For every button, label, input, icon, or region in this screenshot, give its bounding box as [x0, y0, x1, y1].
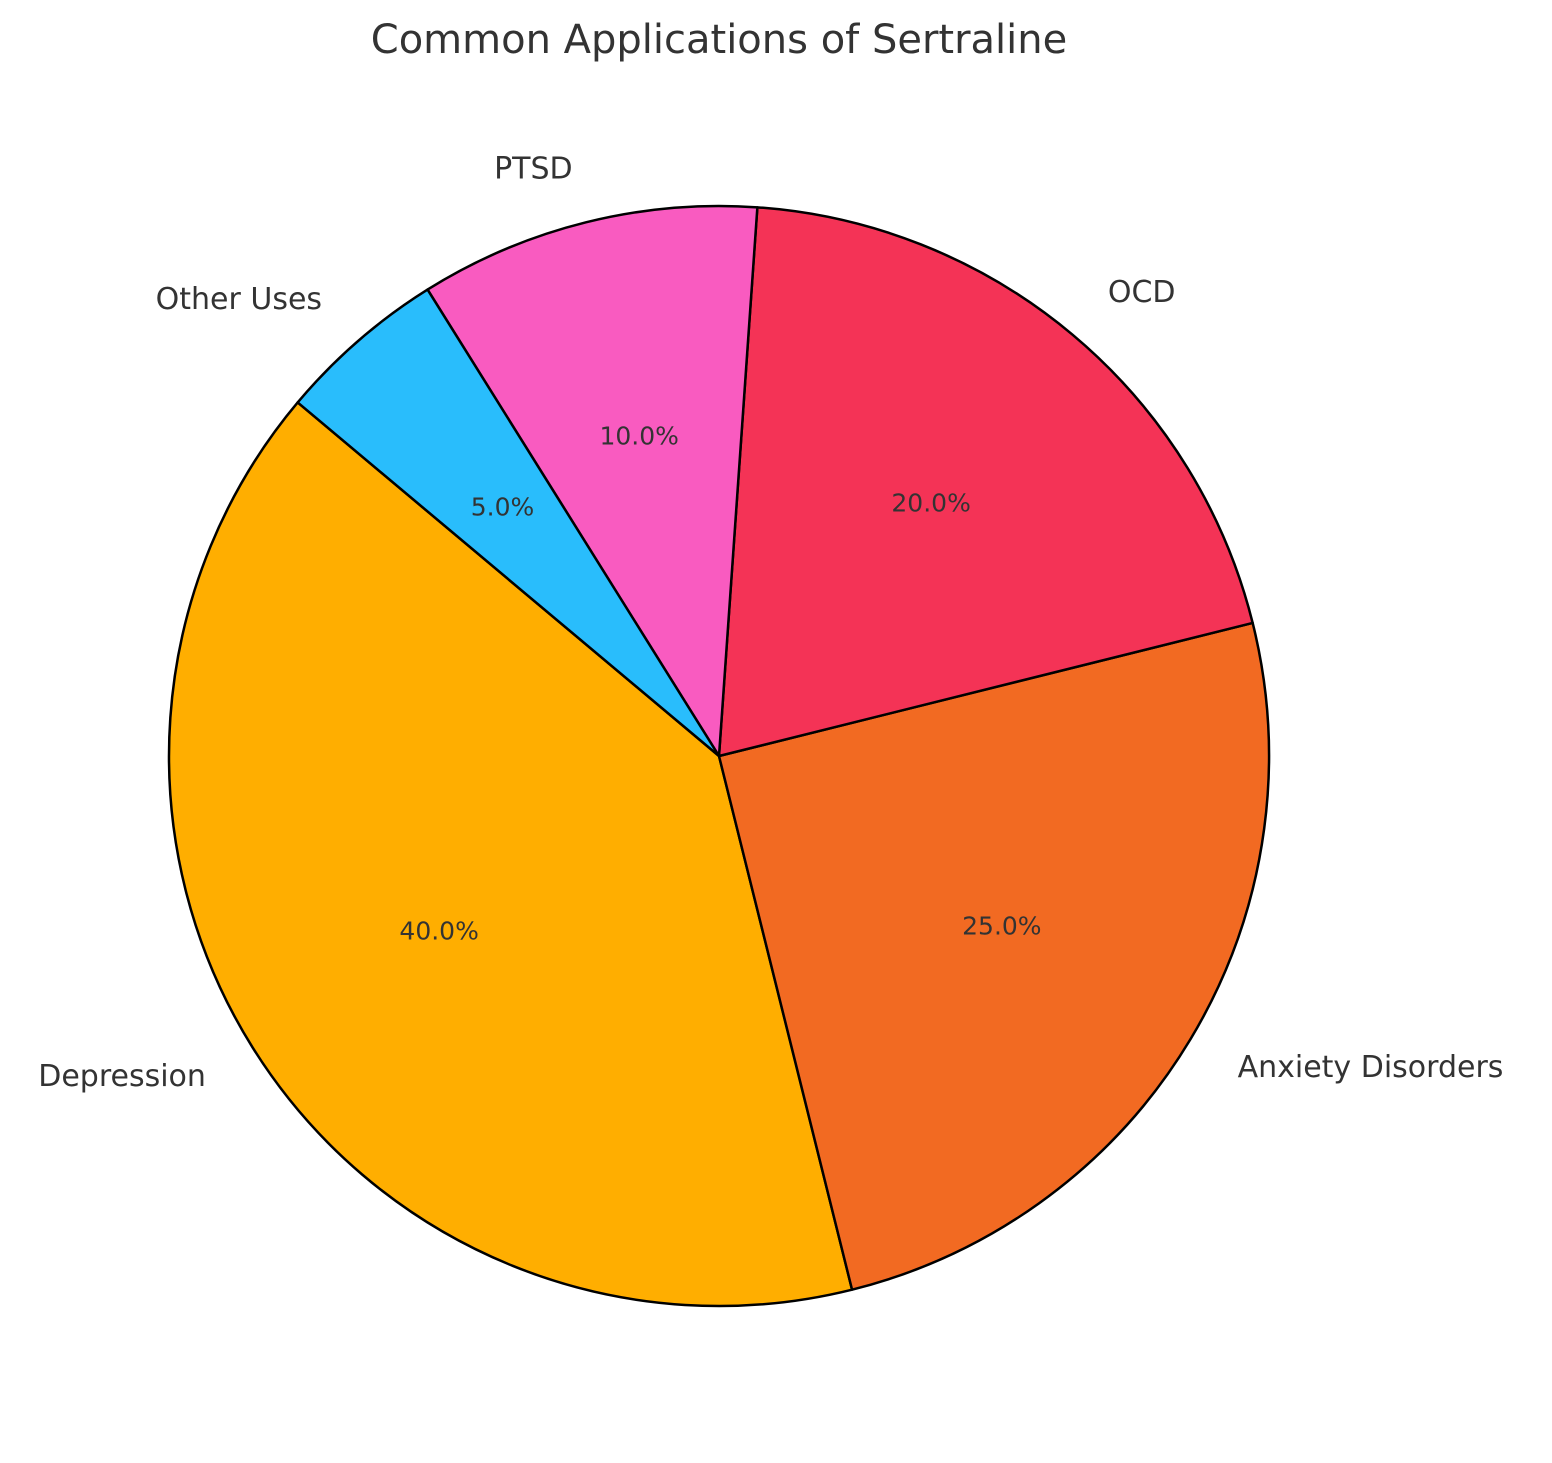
- chart-title: Common Applications of Sertraline: [371, 17, 1067, 63]
- percent-label-depression: 40.0%: [399, 916, 478, 945]
- pie-slice-ocd: [717, 206, 1254, 758]
- slice-label-ptsd: PTSD: [494, 151, 573, 186]
- pie-slice-labels: Depression Anxiety Disorders OCD PTSD Other …: [38, 151, 1503, 1094]
- pie-slice-depression: [167, 401, 854, 1308]
- percent-label-anxiety-disorders: 25.0%: [962, 911, 1041, 940]
- pie-slice-anxiety-disorders: [717, 621, 1271, 1291]
- slice-label-depression: Depression: [38, 1059, 206, 1094]
- percent-label-ocd: 20.0%: [891, 489, 970, 518]
- slice-label-other-uses: Other Uses: [156, 282, 322, 317]
- pie-slice-ptsd: [426, 204, 759, 758]
- slice-label-anxiety-disorders: Anxiety Disorders: [1238, 1050, 1504, 1085]
- percent-label-other-uses: 5.0%: [471, 492, 535, 521]
- pie-percent-labels: 40.0% 25.0% 20.0% 10.0% 5.0%: [399, 421, 1041, 945]
- pie-slices: [167, 204, 1271, 1308]
- pie-slice-other-uses: [296, 288, 721, 758]
- percent-label-ptsd: 10.0%: [599, 421, 678, 450]
- slice-label-ocd: OCD: [1108, 275, 1176, 310]
